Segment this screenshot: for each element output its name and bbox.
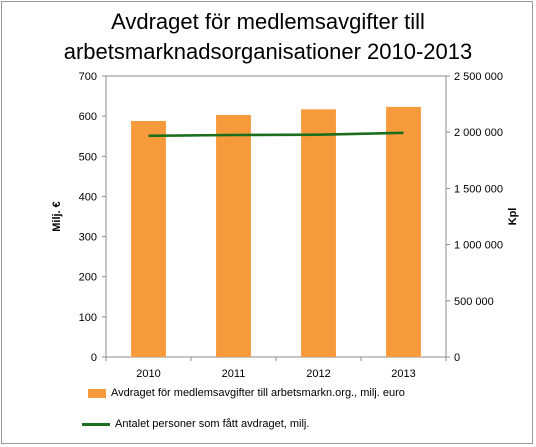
right-axis-tick-label: 500 000 (454, 296, 494, 308)
x-axis-label-2012: 2012 (306, 368, 330, 380)
left-axis-tick-label: 400 (79, 191, 97, 203)
x-axis-label-2013: 2013 (391, 368, 415, 380)
bar-2011 (216, 114, 251, 357)
left-axis-tick-label: 700 (79, 71, 97, 83)
x-axis-label-2011: 2011 (222, 368, 246, 380)
right-axis-tick-label: 1 500 000 (454, 183, 503, 195)
chart-title: Avdraget för medlemsavgifter till arbets… (0, 7, 536, 67)
bar-2010 (131, 120, 166, 358)
right-axis-title: Kpl (507, 208, 519, 226)
chart-title-line-1: Avdraget för medlemsavgifter till (111, 9, 425, 34)
right-axis-tick-label: 1 000 000 (454, 240, 503, 252)
right-axis-tick-label: 2 000 000 (454, 127, 503, 139)
legend-item-bars: Avdraget för medlemsavgifter till arbets… (88, 383, 405, 403)
left-axis-tick-label: 500 (79, 151, 97, 163)
legend-label-bars: Avdraget för medlemsavgifter till arbets… (111, 387, 405, 399)
left-axis-tick-label: 600 (79, 111, 97, 123)
legend-swatch-line (82, 422, 110, 426)
bar-2013 (386, 106, 421, 357)
legend-swatch-bars (88, 388, 106, 398)
x-axis-label-2010: 2010 (136, 368, 160, 380)
chart-title-line-2: arbetsmarknadsorganisationer 2010-2013 (63, 39, 473, 64)
left-axis-title: Milj. € (51, 201, 63, 232)
line-series-persons (148, 131, 404, 138)
legend-label-line: Antalet personer som fått avdraget, milj… (115, 418, 310, 430)
bar-2012 (301, 109, 336, 357)
right-axis-tick-label: 0 (454, 352, 460, 364)
left-axis-tick-label: 200 (79, 272, 97, 284)
legend-item-line: Antalet personer som fått avdraget, milj… (82, 414, 309, 434)
right-axis-tick-label: 2 500 000 (454, 71, 503, 83)
left-axis-tick-label: 100 (79, 312, 97, 324)
left-axis-tick-label: 300 (79, 232, 97, 244)
left-axis-tick-label: 0 (91, 352, 97, 364)
